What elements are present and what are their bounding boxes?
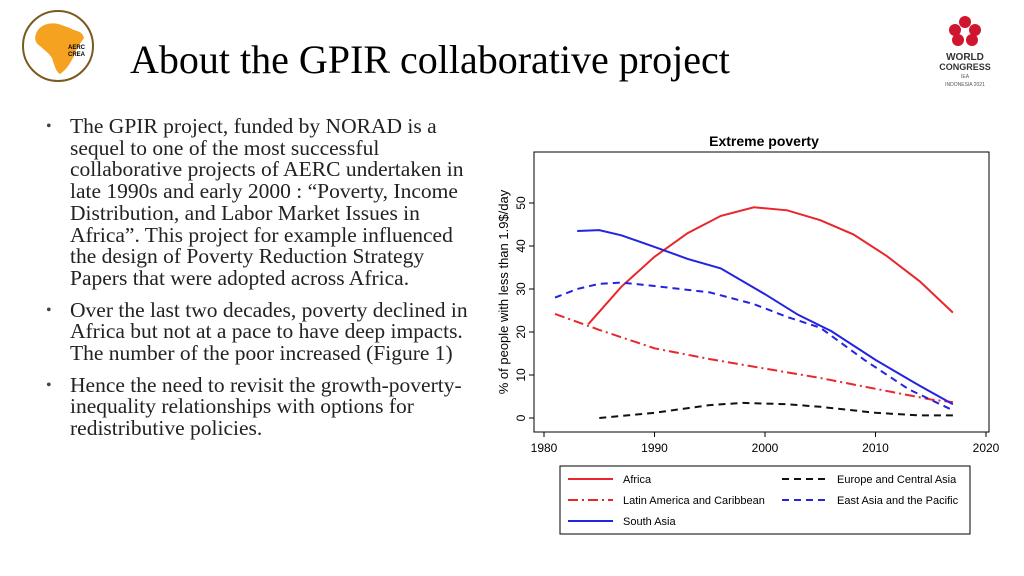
legend-label: South Asia (623, 516, 676, 528)
y-tick-label: 50 (514, 196, 528, 210)
svg-text:IEA: IEA (961, 74, 970, 80)
series-line (599, 401, 953, 419)
legend-label: East Asia and the Pacific (837, 495, 959, 507)
extreme-poverty-chart: Extreme poverty % of people with less th… (496, 133, 1000, 535)
legend-label: Africa (623, 474, 652, 486)
y-tick-label: 0 (514, 414, 528, 421)
series-line (554, 281, 954, 412)
svg-text:CONGRESS: CONGRESS (939, 62, 991, 72)
chart-title: Extreme poverty (709, 133, 819, 149)
x-tick-label: 1990 (641, 441, 668, 455)
flower-icon (949, 16, 981, 46)
series-line (577, 229, 954, 406)
legend-label: Latin America and Caribbean (623, 495, 765, 507)
x-tick-label: 1980 (531, 441, 558, 455)
aerc-logo: AERC CREA (22, 10, 94, 82)
page-title: About the GPIR collaborative project (130, 37, 730, 82)
x-tick-label: 2020 (973, 441, 1000, 455)
bullet-item: Over the last two decades, poverty decli… (46, 299, 476, 365)
x-tick-label: 2010 (862, 441, 889, 455)
svg-text:INDONESIA 2021: INDONESIA 2021 (945, 82, 985, 88)
bullet-list: The GPIR project, funded by NORAD is a s… (46, 115, 476, 450)
legend-box (559, 465, 971, 535)
series-line (554, 312, 954, 404)
y-tick-label: 20 (514, 325, 528, 339)
svg-text:AERC: AERC (68, 45, 86, 51)
bullet-item: The GPIR project, funded by NORAD is a s… (46, 115, 476, 290)
y-tick-label: 30 (514, 282, 528, 296)
africa-map-icon (35, 23, 84, 75)
legend-label: Europe and Central Asia (837, 474, 957, 486)
y-tick-label: 40 (514, 239, 528, 253)
bullet-item: Hence the need to revisit the growth-pov… (46, 374, 476, 440)
y-tick-label: 10 (514, 368, 528, 382)
world-congress-logo: WORLD CONGRESS IEA INDONESIA 2021 (939, 16, 991, 88)
svg-text:CREA: CREA (68, 52, 86, 58)
series-line (587, 206, 954, 325)
x-tick-label: 2000 (752, 441, 779, 455)
y-axis-label: % of people with less than 1.9$/day (496, 189, 511, 394)
svg-text:WORLD: WORLD (946, 52, 984, 63)
